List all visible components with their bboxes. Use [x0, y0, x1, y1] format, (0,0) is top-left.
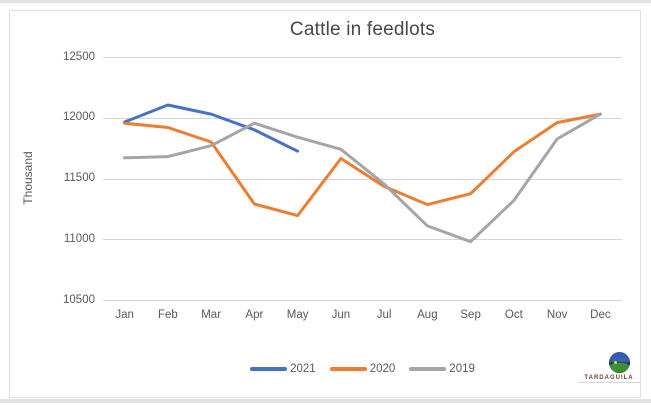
legend-swatch-2021: [250, 367, 288, 371]
chart-legend: 2021 2020 2019: [103, 363, 622, 375]
x-tick-aug: Aug: [417, 309, 438, 321]
legend-item-2019: 2019: [409, 363, 475, 375]
series-line-2020: [123, 112, 602, 218]
logo-underline: [578, 382, 640, 383]
y-tick-12000: 12000: [63, 111, 95, 124]
x-tick-mar: Mar: [201, 309, 222, 321]
chart-frame: [9, 10, 641, 398]
legend-swatch-2019: [409, 367, 447, 371]
logo-sun-dot: [614, 361, 617, 364]
y-tick-11000: 11000: [63, 232, 95, 245]
legend-label-2021: 2021: [290, 363, 316, 375]
chart-title: Cattle in feedlots: [289, 19, 436, 40]
legend-item-2020: 2020: [329, 363, 396, 375]
legend-label-2019: 2019: [449, 363, 475, 375]
legend-item-2021: 2021: [250, 363, 316, 375]
x-tick-jul: Jul: [376, 309, 392, 321]
logo-globe-icon: [609, 352, 630, 373]
series-line-2021: [123, 103, 300, 153]
y-tick-10500: 10500: [63, 293, 95, 306]
logo-tardaguila: TARDAGUILA: [578, 352, 640, 383]
x-tick-oct: Oct: [504, 309, 523, 321]
x-tick-apr: Apr: [245, 309, 264, 321]
y-tick-11500: 11500: [63, 172, 95, 184]
x-tick-jun: Jun: [331, 309, 351, 321]
x-tick-sep: Sep: [460, 309, 481, 321]
screenshot-top-edge: [0, 0, 651, 3]
legend-swatch-2020: [329, 367, 367, 371]
logo-hill-shape: [609, 363, 630, 373]
logo-text: TARDAGUILA: [584, 375, 634, 381]
y-tick-12500: 12500: [63, 50, 95, 63]
x-tick-nov: Nov: [546, 309, 568, 321]
series-line-2019: [123, 112, 602, 244]
x-tick-may: May: [286, 309, 309, 321]
legend-label-2020: 2020: [369, 363, 396, 375]
screenshot-bottom-edge: [0, 399, 651, 403]
x-tick-dec: Dec: [590, 309, 611, 321]
x-tick-feb: Feb: [157, 309, 178, 321]
x-tick-jan: Jan: [115, 309, 134, 321]
